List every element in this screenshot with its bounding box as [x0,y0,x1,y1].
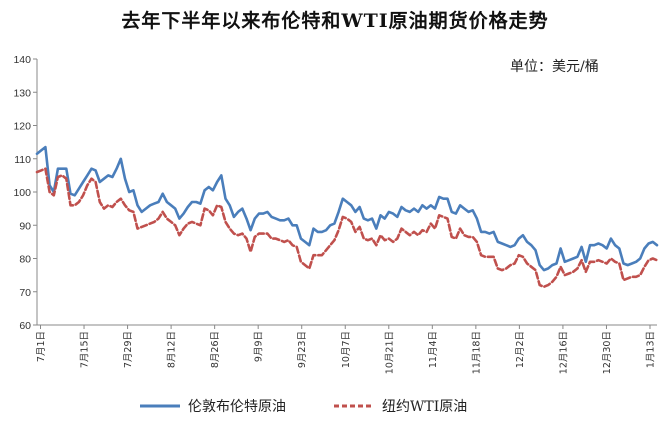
y-tick-label: 70 [19,287,31,299]
x-tick-label: 11月4日 [428,331,439,368]
chart-title: 去年下半年以来布伦特和WTI原油期货价格走势 [121,10,549,32]
x-tick-label: 10月7日 [341,331,352,368]
x-tick-label: 7月29日 [123,331,134,368]
legend-item-brent: 伦敦布伦特原油 [140,396,286,416]
x-tick-label: 9月23日 [297,331,308,368]
x-tick-label: 7月15日 [80,331,91,368]
series-line-brent [35,145,659,272]
x-tick-label: 8月26日 [210,331,221,368]
y-tick-label: 60 [19,320,31,332]
x-tick-label: 8月12日 [167,331,178,368]
legend-label-wti: 纽约WTI原油 [382,399,468,415]
series-lines [35,145,659,289]
y-tick-label: 120 [13,121,31,133]
legend: 伦敦布伦特原油 纽约WTI原油 [140,396,515,416]
axes: 60 70 80 90 100 110 120 130 140 7月1日 7月15日 7月29日 8月1… [13,54,657,374]
x-tick-label: 11月18日 [471,331,482,374]
y-tick-label: 140 [13,54,31,66]
x-tick-label: 1月13日 [646,331,657,368]
series-line-wti [35,167,659,289]
unit-label: 单位：美元/桶 [510,59,599,75]
x-tick-label: 12月2日 [515,331,526,368]
y-tick-label: 100 [13,187,31,199]
legend-label-brent: 伦敦布伦特原油 [188,399,286,415]
x-tick-label: 12月30日 [602,331,613,374]
y-tick-label: 110 [14,154,31,166]
legend-item-wti: 纽约WTI原油 [334,396,467,416]
x-tick-label: 10月21日 [384,331,395,374]
y-tick-label: 80 [19,254,31,266]
x-tick-label: 9月9日 [254,331,265,362]
legend-swatch-wti [334,404,374,408]
y-tick-label: 130 [13,87,31,99]
x-tick-label: 7月1日 [36,331,47,362]
y-tick-label: 90 [19,220,31,232]
x-tick-label: 12月16日 [558,331,569,374]
legend-swatch-brent [140,404,180,408]
